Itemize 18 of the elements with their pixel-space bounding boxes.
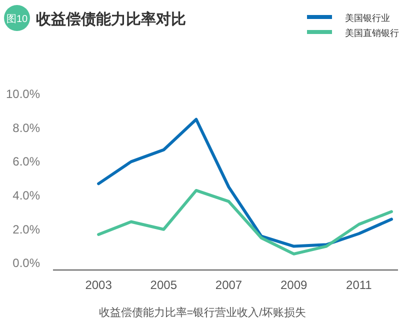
text: 收益偿债能力比率=银行营业收入/坏账损失 — [98, 306, 306, 319]
x-tick-label: 2003 — [85, 278, 112, 292]
legend-label: 美国直销银行 — [345, 28, 399, 38]
line-series — [97, 118, 393, 248]
chart-title: 收益偿债能力比率对比 — [36, 10, 186, 28]
legend-label: 美国银行业 — [345, 13, 390, 23]
y-tick-label: 10.0% — [6, 87, 40, 101]
caption: 图10 — [6, 14, 28, 25]
y-tick-label: 4.0% — [12, 188, 40, 203]
x-tick-label: 2009 — [280, 278, 308, 292]
y-tick-label: 2.0% — [12, 222, 40, 236]
x-tick-label: 2005 — [150, 278, 178, 292]
x-tick-label: 2007 — [215, 278, 242, 292]
y-tick-label: 6.0% — [12, 154, 40, 169]
y-tick-label: 0.0% — [12, 256, 40, 270]
x-tick-label: 2011 — [346, 278, 372, 292]
y-tick-label: 8.0% — [12, 120, 40, 135]
line-series — [97, 188, 393, 256]
